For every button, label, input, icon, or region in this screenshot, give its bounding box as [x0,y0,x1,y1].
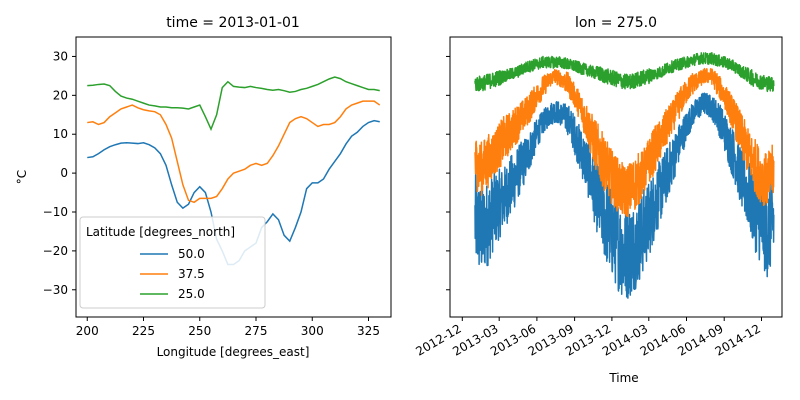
right-series-lines [474,52,775,299]
right-x-ticks: 2012-122013-032013-062013-092013-122014-… [413,317,763,359]
legend-label-25: 25.0 [178,287,205,301]
left-y-ticks: −30 −20 −10 0 10 20 30 [43,49,76,297]
right-plot-frame [449,36,783,318]
left-x-tick-label-3: 275 [245,324,268,338]
left-y-axis-label: °C [15,170,29,184]
legend: Latitude [degrees_north] 50.0 37.5 25.0 [79,216,266,309]
left-y-tick-label-6: 30 [53,49,68,63]
right-series-line-2 [474,52,775,93]
left-panel-title: time = 2013-01-01 [166,15,300,31]
legend-label-50: 50.0 [178,247,205,261]
left-x-axis-label: Longitude [degrees_east] [157,345,310,359]
left-y-tick-label-2: −10 [43,205,68,219]
left-x-tick-label-4: 300 [301,324,324,338]
left-x-tick-label-2: 250 [188,324,211,338]
left-panel: time = 2013-01-01 200 225 250 275 300 325 −30… [15,15,392,359]
right-panel: lon = 275.0 2012-122013-032013-062013-09… [413,15,783,385]
right-series-line-0 [474,92,775,299]
left-x-tick-label-1: 225 [132,324,155,338]
right-series-line-1 [474,67,775,218]
left-y-tick-label-3: 0 [60,166,68,180]
left-x-ticks: 200 225 250 275 300 325 [76,317,380,338]
left-y-tick-label-1: −20 [43,244,68,258]
left-series-line-1 [87,100,381,204]
legend-label-37-5: 37.5 [178,267,205,281]
left-y-tick-label-4: 10 [53,127,68,141]
left-plot-frame [75,36,392,318]
left-x-tick-label-5: 325 [357,324,380,338]
legend-title: Latitude [degrees_north] [86,225,235,239]
left-y-tick-label-0: −30 [43,283,68,297]
left-x-tick-label-0: 200 [76,324,99,338]
legend-box [79,216,266,309]
right-panel-title: lon = 275.0 [575,15,657,31]
right-x-axis-label: Time [608,371,638,385]
right-y-ticks [446,55,450,291]
left-y-tick-label-5: 20 [53,88,68,102]
left-series-line-2 [87,76,380,132]
